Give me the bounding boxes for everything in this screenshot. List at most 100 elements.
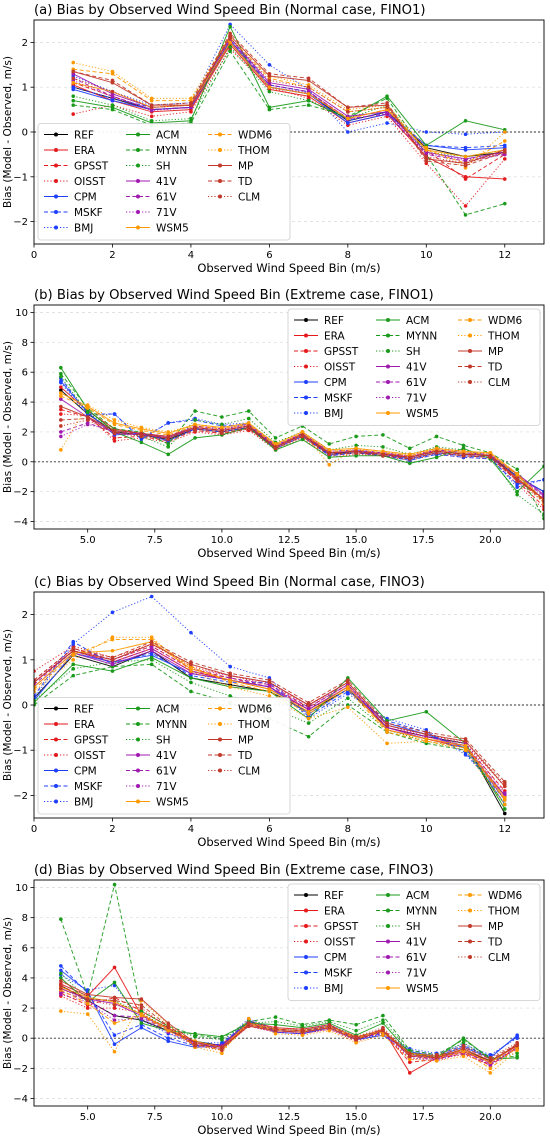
y-tick-label: 6: [22, 368, 28, 379]
data-point: [228, 49, 232, 54]
legend-marker: [136, 225, 140, 230]
legend-marker: [136, 753, 140, 757]
legend-label: THOM: [237, 145, 270, 157]
data-point: [85, 403, 90, 407]
data-point: [59, 412, 63, 416]
legend-marker: [54, 737, 58, 742]
data-point: [273, 446, 278, 451]
data-point: [110, 95, 115, 99]
data-point: [110, 89, 115, 94]
legend-marker: [386, 411, 390, 415]
data-point: [189, 669, 193, 673]
legend-marker: [386, 970, 390, 975]
legend-marker: [218, 737, 222, 742]
data-point: [327, 462, 332, 467]
legend-marker: [386, 893, 390, 897]
data-point: [327, 455, 332, 460]
data-point: [463, 752, 468, 757]
series-line-td: [73, 32, 505, 167]
data-point: [112, 1013, 117, 1018]
y-tick-label: −2: [13, 487, 28, 498]
data-point: [502, 150, 507, 154]
data-point: [300, 1027, 305, 1031]
data-point: [306, 716, 311, 721]
data-point: [166, 1025, 171, 1030]
series-group: [59, 365, 544, 521]
data-point: [166, 452, 171, 457]
data-point: [354, 443, 358, 448]
data-point: [461, 1037, 466, 1042]
legend-marker: [54, 148, 58, 152]
data-point: [139, 440, 144, 445]
data-point: [71, 653, 76, 658]
data-point: [59, 964, 63, 968]
data-point: [424, 739, 429, 743]
x-tick-label: 4: [188, 250, 194, 261]
legend-label: CLM: [238, 191, 260, 203]
data-point: [300, 434, 305, 439]
data-point: [139, 1021, 144, 1025]
series-line-oisst: [73, 48, 506, 207]
legend-label: MSKF: [74, 781, 103, 793]
legend-marker: [218, 163, 222, 168]
legend-marker: [386, 318, 390, 322]
legend-marker: [304, 986, 308, 990]
legend-label: MP: [238, 160, 253, 172]
x-tick-label: 10.0: [211, 535, 233, 546]
series-line-61v: [72, 39, 505, 162]
legend-marker: [468, 924, 472, 928]
legend-marker: [468, 908, 472, 913]
legend: REF ERA GPSST OISST CPM MSKF BMJ ACM MYNN SH 41V 61…: [287, 883, 541, 1001]
data-point: [112, 422, 117, 427]
data-point: [267, 689, 272, 694]
y-tick-label: −2: [13, 1064, 28, 1075]
legend-label: SH: [406, 921, 421, 933]
data-point: [59, 380, 63, 385]
data-point: [149, 594, 154, 599]
y-tick-label: 1: [22, 83, 28, 94]
chart-title: (d) Bias by Observed Wind Speed Bin (Ext…: [34, 863, 434, 878]
legend-marker: [386, 908, 390, 913]
data-point: [381, 1018, 385, 1022]
data-point: [424, 732, 429, 737]
data-point: [346, 691, 350, 696]
data-point: [273, 1019, 278, 1024]
data-point: [502, 807, 507, 811]
data-point: [267, 78, 272, 83]
data-point: [228, 31, 232, 36]
legend-label: WDM6: [238, 703, 273, 715]
chart-panel-d: (d) Bias by Observed Wind Speed Bin (Ext…: [2, 863, 545, 1136]
data-point: [228, 45, 232, 49]
data-point: [246, 1021, 251, 1025]
y-tick-label: 0: [22, 128, 28, 139]
data-point: [502, 782, 507, 786]
y-tick-label: 4: [22, 973, 28, 984]
legend-label: ACM: [406, 315, 429, 327]
legend-marker: [386, 349, 390, 353]
data-point: [85, 998, 90, 1003]
data-point: [71, 667, 76, 671]
data-point: [220, 1040, 224, 1045]
data-point: [112, 439, 117, 443]
data-point: [488, 1055, 493, 1060]
x-tick-label: 2: [109, 250, 115, 261]
data-point: [502, 791, 507, 795]
data-point: [59, 418, 63, 422]
legend-marker: [136, 148, 140, 152]
data-point: [71, 80, 76, 85]
data-point: [381, 1033, 385, 1037]
data-point: [502, 130, 507, 134]
legend-label: GPSST: [74, 160, 109, 172]
data-point: [407, 1071, 412, 1075]
legend-label: ACM: [406, 890, 429, 902]
legend-marker: [304, 970, 308, 975]
data-point: [189, 96, 193, 101]
data-point: [267, 71, 272, 76]
x-tick-label: 10: [420, 250, 433, 261]
legend-marker: [136, 706, 140, 711]
data-point: [381, 433, 385, 437]
data-point: [515, 467, 519, 472]
data-point: [434, 1059, 439, 1063]
legend-label: CLM: [488, 952, 510, 964]
x-tick-label: 7.5: [147, 1112, 163, 1123]
